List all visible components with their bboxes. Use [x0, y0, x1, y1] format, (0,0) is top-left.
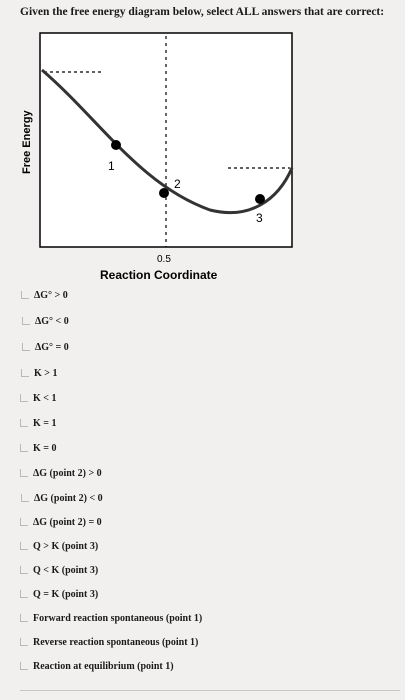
checkbox[interactable] — [22, 343, 30, 351]
option-dg-point2-positive[interactable]: ΔG (point 2) > 0 — [20, 466, 102, 480]
point-2-label: 2 — [174, 177, 181, 191]
option-dg-standard-negative[interactable]: ΔG° < 0 — [22, 314, 69, 328]
point-2-marker — [159, 188, 169, 198]
question-prompt: Given the free energy diagram below, sel… — [20, 6, 385, 18]
option-dg-point2-zero[interactable]: ΔG (point 2) = 0 — [20, 515, 102, 529]
checkbox[interactable] — [20, 444, 28, 452]
option-dg-standard-zero[interactable]: ΔG° = 0 — [22, 340, 69, 354]
option-dg-point2-negative[interactable]: ΔG (point 2) < 0 — [21, 491, 103, 505]
checkbox[interactable] — [21, 291, 29, 299]
free-energy-curve — [41, 68, 294, 215]
checkbox[interactable] — [20, 419, 28, 427]
checkbox[interactable] — [22, 317, 30, 325]
checkbox[interactable] — [20, 638, 28, 646]
x-axis-label: Reaction Coordinate — [100, 268, 218, 282]
y-axis-label: Free Energy — [21, 110, 33, 174]
option-reverse-spontaneous[interactable]: Reverse reaction spontaneous (point 1) — [20, 635, 198, 649]
checkbox[interactable] — [20, 662, 28, 670]
option-equilibrium[interactable]: Reaction at equilibrium (point 1) — [20, 659, 174, 673]
option-dg-standard-positive[interactable]: ΔG° > 0 — [21, 288, 68, 302]
option-q-greater-k[interactable]: Q > K (point 3) — [20, 539, 98, 553]
option-k-greater-1[interactable]: K > 1 — [21, 366, 57, 380]
checkbox[interactable] — [20, 590, 28, 598]
checkbox[interactable] — [20, 469, 28, 477]
checkbox[interactable] — [20, 542, 28, 550]
checkbox[interactable] — [21, 494, 29, 502]
checkbox[interactable] — [20, 394, 28, 402]
x-tick-label: 0.5 — [157, 254, 171, 265]
option-k-equal-0[interactable]: K = 0 — [20, 441, 56, 455]
point-1-marker — [111, 140, 121, 150]
checkbox[interactable] — [20, 518, 28, 526]
option-q-equal-k[interactable]: Q = K (point 3) — [20, 587, 98, 601]
checkbox[interactable] — [21, 369, 29, 377]
free-energy-diagram: 1 2 3 Free Energy 0.5 Reaction Coordinat… — [21, 32, 294, 282]
checkbox[interactable] — [20, 566, 28, 574]
option-k-equal-1[interactable]: K = 1 — [20, 416, 56, 430]
option-q-less-k[interactable]: Q < K (point 3) — [20, 563, 98, 577]
option-forward-spontaneous[interactable]: Forward reaction spontaneous (point 1) — [20, 611, 202, 625]
checkbox[interactable] — [20, 614, 28, 622]
point-3-marker — [255, 194, 265, 204]
divider — [20, 690, 400, 691]
point-1-label: 1 — [108, 159, 115, 173]
point-3-label: 3 — [256, 211, 263, 225]
option-k-less-1[interactable]: K < 1 — [20, 391, 56, 405]
